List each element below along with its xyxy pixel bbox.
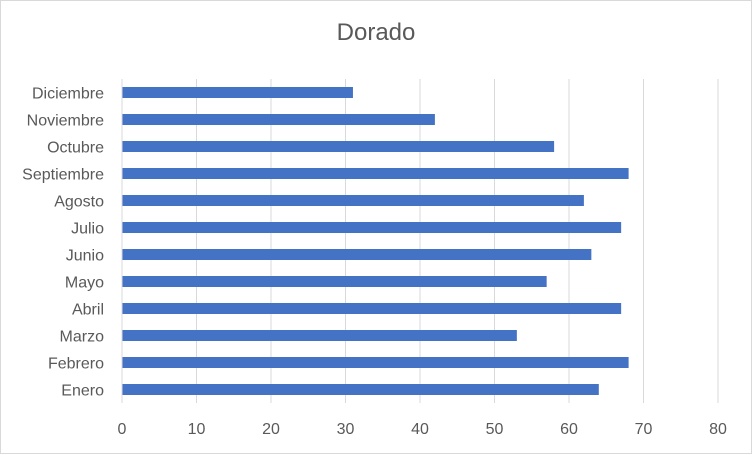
- x-tick-label: 40: [411, 421, 429, 438]
- category-label: Noviembre: [27, 113, 104, 130]
- x-tick-label: 30: [337, 421, 355, 438]
- bar-octubre: [122, 141, 555, 152]
- x-tick-label: 60: [560, 421, 578, 438]
- bar-septiembre: [122, 168, 629, 179]
- bar-marzo: [122, 330, 517, 341]
- bar-julio: [122, 222, 622, 233]
- bar-mayo: [122, 276, 547, 287]
- category-label: Abril: [72, 302, 104, 319]
- x-tick-label: 10: [188, 421, 206, 438]
- bar-noviembre: [122, 114, 435, 125]
- x-tick-label: 70: [635, 421, 653, 438]
- category-label: Diciembre: [32, 86, 104, 103]
- x-tick-label: 50: [486, 421, 504, 438]
- chart-title: Dorado: [336, 19, 416, 46]
- bar-junio: [122, 249, 592, 260]
- category-label: Enero: [61, 383, 104, 400]
- category-label: Mayo: [65, 275, 104, 292]
- bar-febrero: [122, 357, 629, 368]
- category-label: Septiembre: [22, 167, 104, 184]
- category-label: Julio: [71, 221, 104, 238]
- category-label: Marzo: [60, 329, 105, 346]
- x-tick-label: 80: [709, 421, 727, 438]
- bar-enero: [122, 384, 599, 395]
- bar-agosto: [122, 195, 584, 206]
- category-label: Febrero: [48, 356, 104, 373]
- x-tick-label: 20: [262, 421, 280, 438]
- bar-diciembre: [122, 87, 353, 98]
- category-label: Agosto: [54, 194, 104, 211]
- bar-abril: [122, 303, 622, 314]
- category-label: Junio: [66, 248, 104, 265]
- x-tick-label: 0: [118, 421, 127, 438]
- category-label: Octubre: [47, 140, 104, 157]
